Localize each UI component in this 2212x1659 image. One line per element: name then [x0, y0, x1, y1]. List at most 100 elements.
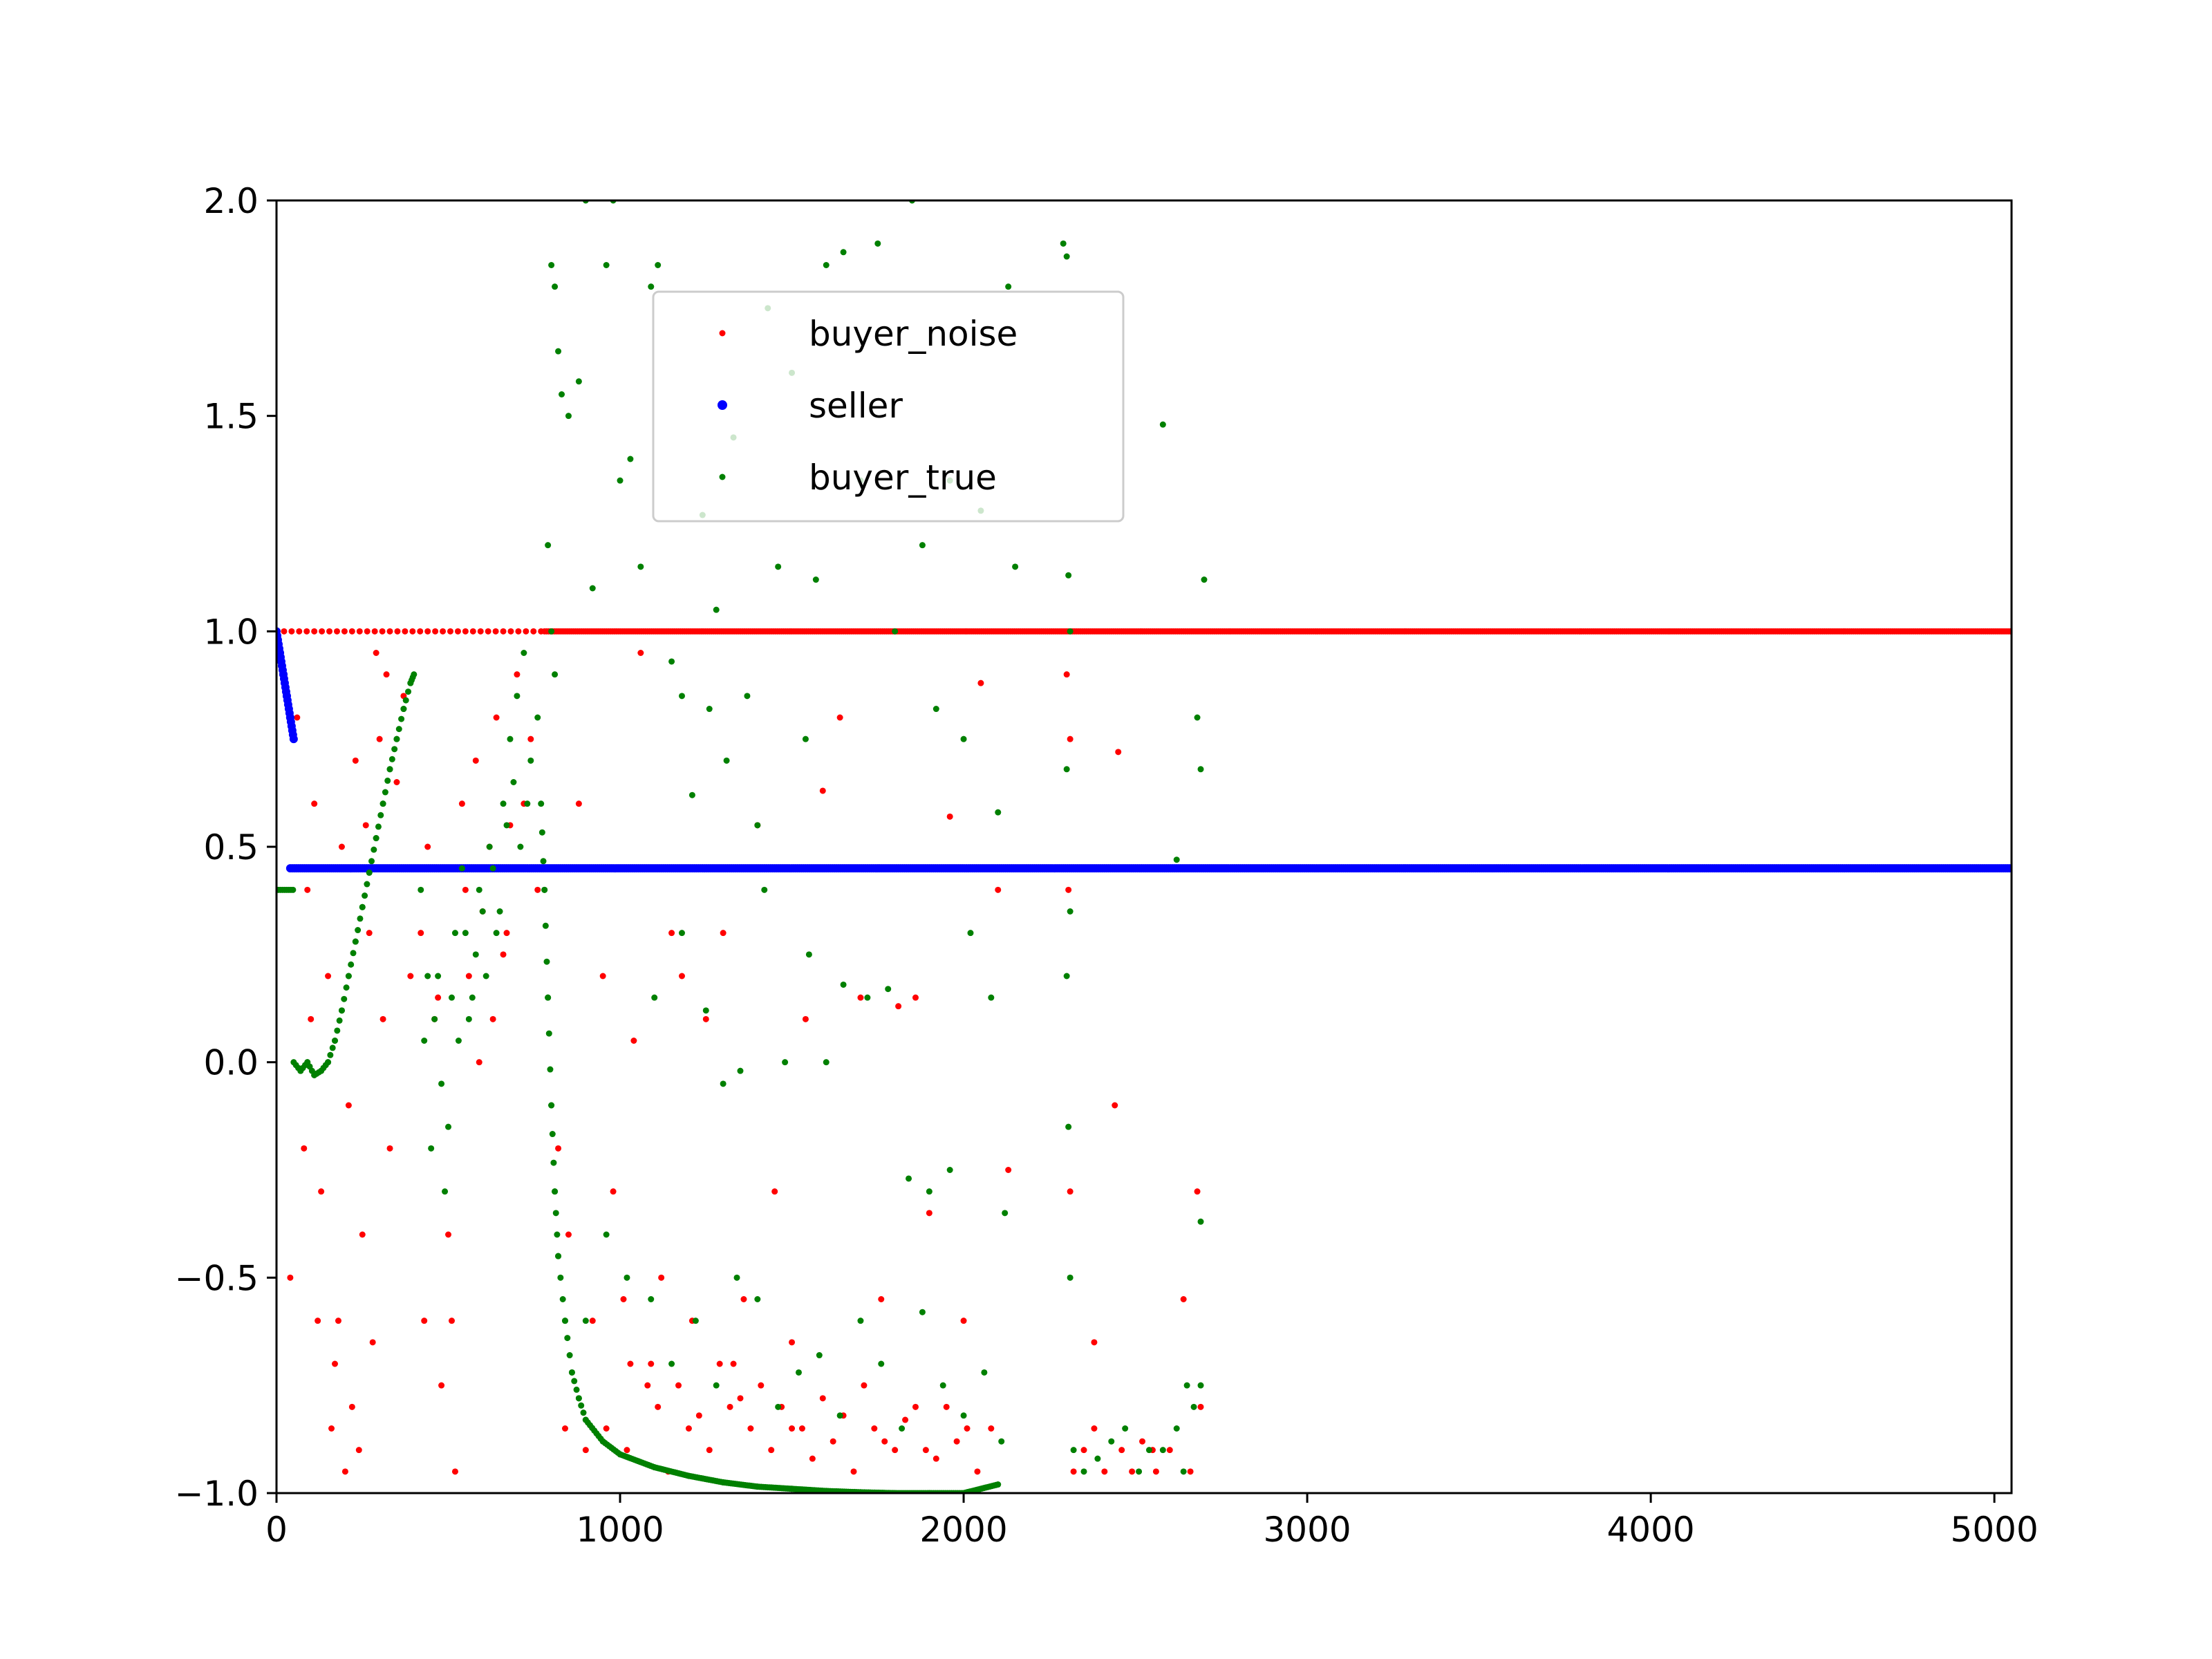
buyer-true-point	[366, 869, 373, 876]
buyer-true-point	[357, 915, 364, 922]
buyer-noise-point	[926, 1210, 932, 1217]
buyer-noise-point	[359, 1231, 366, 1238]
buyer-true-point	[364, 881, 371, 888]
buyer-true-point	[400, 706, 407, 713]
buyer-true-point	[926, 1188, 932, 1195]
buyer-noise-point	[303, 628, 310, 635]
buyer-true-point	[540, 858, 547, 865]
buyer-noise-point	[288, 628, 295, 635]
buyer-true-point	[1012, 563, 1019, 570]
buyer-noise-point	[706, 1447, 713, 1454]
buyer-true-point	[1070, 1447, 1077, 1454]
buyer-noise-point	[492, 628, 499, 635]
buyer-noise-point	[678, 973, 685, 980]
buyer-noise-point	[627, 1360, 634, 1367]
buyer-true-point	[1063, 766, 1070, 773]
buyer-noise-point	[1112, 1102, 1118, 1109]
buyer-true-point	[352, 938, 359, 945]
buyer-true-point	[379, 800, 386, 807]
buyer-noise-point	[366, 930, 373, 937]
buyer-true-point	[668, 658, 675, 665]
buyer-true-point	[552, 1188, 559, 1195]
buyer-noise-point	[454, 628, 461, 635]
buyer-noise-point	[386, 628, 393, 635]
buyer-noise-point	[311, 800, 318, 807]
buyer-true-point	[325, 1059, 332, 1066]
buyer-noise-point	[379, 1015, 386, 1022]
buyer-true-point	[557, 1274, 564, 1281]
buyer-true-point	[398, 715, 405, 722]
buyer-true-point	[946, 1167, 953, 1173]
buyer-noise-point	[861, 1382, 868, 1389]
buyer-true-point	[1159, 421, 1166, 428]
buyer-true-point	[816, 1352, 823, 1359]
buyer-noise-point	[341, 1468, 348, 1475]
buyer-true-point	[573, 1386, 580, 1393]
buyer-true-point	[648, 283, 655, 290]
buyer-true-point	[575, 378, 582, 385]
buyer-noise-point	[417, 628, 424, 635]
buyer-true-point	[1197, 1218, 1204, 1225]
buyer-noise-point	[988, 1425, 995, 1432]
buyer-noise-point	[737, 1395, 744, 1402]
y-tick-label: 1.5	[203, 397, 259, 437]
buyer-noise-point	[912, 994, 919, 1001]
buyer-true-point	[775, 1403, 782, 1410]
buyer-noise-point	[740, 1296, 747, 1302]
legend-box	[652, 290, 1125, 523]
buyer-noise-point	[630, 1038, 637, 1044]
buyer-noise-point	[296, 628, 303, 635]
buyer-true-point	[1197, 1382, 1204, 1389]
buyer-noise-point	[435, 994, 442, 1001]
buyer-true-point	[840, 249, 847, 256]
buyer-true-point	[496, 908, 503, 915]
buyer-true-point	[960, 1412, 967, 1419]
buyer-noise-point	[819, 787, 826, 794]
buyer-noise-point	[964, 1425, 971, 1432]
buyer-true-point	[428, 1145, 435, 1152]
buyer-noise-point	[1152, 1468, 1159, 1475]
buyer-true-point	[503, 822, 510, 829]
buyer-noise-point	[355, 1447, 362, 1454]
buyer-true-point	[1136, 1468, 1143, 1475]
buyer-true-point	[341, 995, 348, 1002]
buyer-true-point	[624, 1274, 630, 1281]
buyer-true-point	[336, 1017, 343, 1024]
buyer-noise-point	[747, 1425, 754, 1432]
buyer-noise-point	[675, 1382, 682, 1389]
buyer-true-point	[1180, 1468, 1187, 1475]
buyer-noise-point	[1118, 1447, 1125, 1454]
buyer-true-point	[568, 1369, 575, 1376]
buyer-noise-point	[768, 1447, 775, 1454]
buyer-true-point	[754, 1296, 761, 1302]
buyer-true-point	[836, 1412, 843, 1419]
buyer-noise-point	[523, 628, 529, 635]
buyer-noise-point	[379, 628, 386, 635]
buyer-noise-point	[589, 1318, 596, 1324]
buyer-true-point	[1183, 1382, 1190, 1389]
buyer-true-point	[603, 262, 610, 268]
buyer-true-point	[1063, 253, 1070, 260]
buyer-noise-point	[668, 930, 675, 937]
buyer-true-point	[578, 1402, 585, 1409]
buyer-true-point	[543, 958, 550, 965]
buyer-true-point	[550, 1159, 557, 1166]
buyer-true-point	[405, 688, 412, 695]
buyer-noise-point	[1187, 1468, 1194, 1475]
buyer-true-point	[559, 1296, 566, 1302]
buyer-true-point	[713, 606, 720, 613]
buyer-true-point	[1005, 283, 1012, 290]
buyer-true-point	[355, 927, 362, 934]
buyer-true-point	[995, 809, 1002, 816]
buyer-true-point	[552, 1210, 559, 1217]
buyer-noise-point	[648, 1360, 655, 1367]
buyer-noise-point	[318, 1188, 325, 1195]
buyer-true-point	[1067, 1274, 1074, 1281]
buyer-true-point	[371, 846, 377, 853]
buyer-true-point	[442, 1188, 449, 1195]
buyer-true-point	[455, 1038, 462, 1044]
buyer-true-point	[393, 735, 400, 742]
buyer-true-point	[651, 994, 658, 1001]
buyer-noise-point	[294, 714, 301, 721]
